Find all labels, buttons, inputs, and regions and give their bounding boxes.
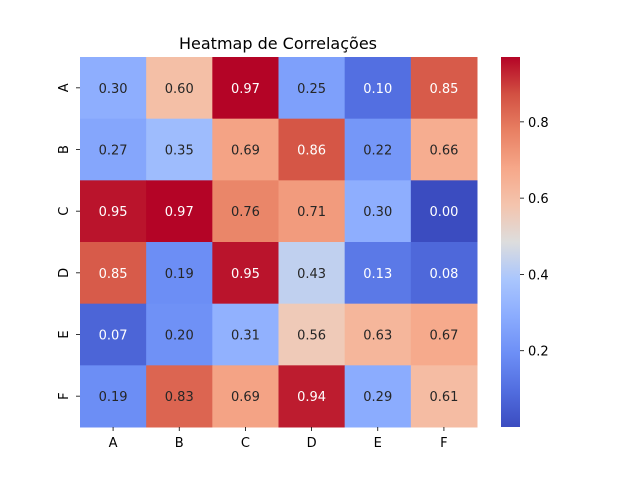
- colorbar-tick-label: 0.8: [528, 116, 549, 131]
- x-tick-label: A: [109, 436, 118, 451]
- heatmap-cell: [80, 303, 147, 366]
- heatmap-cell: [278, 180, 346, 243]
- heatmap-cell: [146, 57, 213, 120]
- cell-value-label: 0.94: [297, 390, 326, 405]
- cell-value-label: 0.67: [429, 329, 458, 344]
- heatmap-cell: [212, 242, 279, 305]
- cell-value-label: 0.83: [165, 390, 194, 405]
- cell-value-label: 0.00: [429, 205, 458, 220]
- heatmap-cell: [146, 303, 213, 366]
- colorbar-tick-label: 0.6: [528, 192, 549, 207]
- heatmap-cells: 0.30 0.60 0.97 0.25 0.10 0.85 0.27 0.35 0.69 0.86…: [80, 57, 478, 428]
- cell-value-label: 0.22: [363, 144, 392, 159]
- y-tick-label: A: [57, 83, 72, 92]
- heatmap-cell: [410, 118, 478, 181]
- heatmap-cell: [410, 57, 478, 120]
- y-tick-label: E: [57, 330, 72, 338]
- heatmap-cell: [212, 57, 279, 120]
- x-axis: A B C D E F: [109, 427, 448, 451]
- heatmap-cell: [146, 365, 213, 428]
- cell-value-label: 0.95: [99, 205, 128, 220]
- cell-value-label: 0.43: [297, 267, 326, 282]
- cell-value-label: 0.69: [231, 144, 260, 159]
- cell-value-label: 0.10: [363, 82, 392, 97]
- heatmap-cell: [344, 365, 412, 428]
- cell-value-label: 0.35: [165, 144, 194, 159]
- heatmap-cell: [80, 365, 147, 428]
- heatmap-cell: [278, 365, 346, 428]
- heatmap-cell: [212, 118, 279, 181]
- heatmap-cell: [80, 118, 147, 181]
- cell-value-label: 0.95: [231, 267, 260, 282]
- x-tick-label: C: [241, 436, 250, 451]
- x-tick-label: B: [175, 436, 184, 451]
- cell-value-label: 0.60: [165, 82, 194, 97]
- cell-value-label: 0.61: [429, 390, 458, 405]
- x-tick-label: F: [440, 436, 447, 451]
- heatmap-cell: [278, 242, 346, 305]
- cell-value-label: 0.97: [165, 205, 194, 220]
- chart-title: Heatmap de Correlações: [179, 34, 377, 53]
- heatmap-cell: [278, 303, 346, 366]
- cell-value-label: 0.85: [429, 82, 458, 97]
- cell-value-label: 0.08: [429, 267, 458, 282]
- heatmap-cell: [344, 57, 412, 120]
- cell-value-label: 0.63: [363, 329, 392, 344]
- cell-value-label: 0.29: [363, 390, 392, 405]
- colorbar-tick-label: 0.2: [528, 345, 549, 360]
- colorbar-tick-label: 0.4: [528, 268, 549, 283]
- heatmap-cell: [278, 118, 346, 181]
- y-tick-label: F: [57, 392, 72, 399]
- colorbar-gradient: [501, 57, 520, 427]
- heatmap-cell: [80, 57, 147, 120]
- cell-value-label: 0.71: [297, 205, 326, 220]
- heatmap-cell: [146, 118, 213, 181]
- cell-value-label: 0.20: [165, 329, 194, 344]
- cell-value-label: 0.25: [297, 82, 326, 97]
- heatmap-cell: [344, 242, 412, 305]
- colorbar: 0.2 0.4 0.6 0.8: [501, 57, 549, 427]
- y-tick-label: D: [57, 268, 72, 278]
- cell-value-label: 0.85: [99, 267, 128, 282]
- cell-value-label: 0.56: [297, 329, 326, 344]
- heatmap-cell: [212, 365, 279, 428]
- cell-value-label: 0.30: [363, 205, 392, 220]
- cell-value-label: 0.31: [231, 329, 260, 344]
- x-tick-label: D: [307, 436, 317, 451]
- cell-value-label: 0.97: [231, 82, 260, 97]
- heatmap-cell: [212, 303, 279, 366]
- y-axis: A B C D E F: [57, 83, 80, 400]
- x-tick-label: E: [374, 436, 382, 451]
- heatmap-cell: [344, 180, 412, 243]
- heatmap-cell: [344, 118, 412, 181]
- y-tick-label: C: [57, 207, 72, 216]
- y-tick-label: B: [57, 145, 72, 154]
- cell-value-label: 0.07: [99, 329, 128, 344]
- cell-value-label: 0.13: [363, 267, 392, 282]
- heatmap-cell: [80, 180, 147, 243]
- heatmap-cell: [212, 180, 279, 243]
- cell-value-label: 0.86: [297, 144, 326, 159]
- heatmap-cell: [410, 303, 478, 366]
- cell-value-label: 0.30: [99, 82, 128, 97]
- heatmap-cell: [278, 57, 346, 120]
- cell-value-label: 0.19: [99, 390, 128, 405]
- heatmap-cell: [410, 365, 478, 428]
- cell-value-label: 0.19: [165, 267, 194, 282]
- cell-value-label: 0.27: [99, 144, 128, 159]
- heatmap-cell: [146, 180, 213, 243]
- heatmap-cell: [344, 303, 412, 366]
- cell-value-label: 0.76: [231, 205, 260, 220]
- heatmap-cell: [410, 180, 478, 243]
- cell-value-label: 0.66: [429, 144, 458, 159]
- cell-value-label: 0.69: [231, 390, 260, 405]
- heatmap-cell: [80, 242, 147, 305]
- heatmap-cell: [146, 242, 213, 305]
- heatmap-cell: [410, 242, 478, 305]
